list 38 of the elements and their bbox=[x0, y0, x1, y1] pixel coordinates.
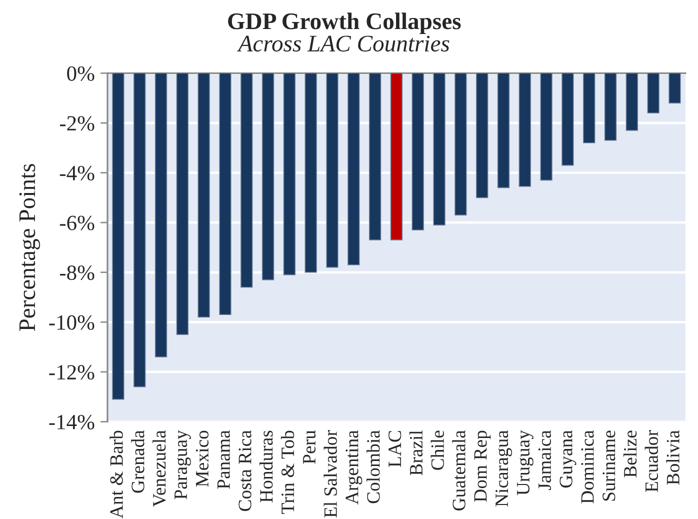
x-tick-label: Bolivia bbox=[666, 430, 680, 485]
x-tick-label: El Salvador bbox=[324, 430, 337, 518]
y-tick-label: -12% bbox=[49, 365, 94, 380]
x-tick-label: Venezuela bbox=[152, 430, 166, 507]
chart-subtitle: Across LAC Countries bbox=[237, 36, 450, 52]
x-tick-label: Peru bbox=[303, 430, 316, 464]
y-tick-label: -8% bbox=[60, 265, 94, 280]
y-tick-label: -4% bbox=[60, 166, 94, 181]
x-tick-label: Paraguay bbox=[174, 430, 191, 500]
chart-title: GDP Growth Collapses bbox=[228, 12, 461, 34]
x-tick-label: Uruguay bbox=[517, 430, 534, 496]
x-tick-label: Costa Rica bbox=[238, 430, 252, 512]
y-axis-title: Percentage Points bbox=[19, 164, 40, 332]
y-tick-label: -10% bbox=[49, 315, 94, 330]
x-tick-label: Ant & Barb bbox=[110, 430, 123, 518]
x-tick-label: Mexico bbox=[196, 430, 209, 487]
x-tick-label: Brazil bbox=[409, 430, 423, 476]
x-tick-label: Colombia bbox=[366, 430, 380, 504]
y-tick-label: -2% bbox=[60, 116, 94, 131]
y-tick-label: 0% bbox=[67, 66, 94, 81]
x-tick-label: Argentina bbox=[346, 430, 362, 504]
y-tick-label: -6% bbox=[60, 216, 94, 230]
x-tick-label: Suriname bbox=[602, 430, 616, 501]
y-tick-label: -14% bbox=[49, 414, 94, 430]
x-tick-label: Belize bbox=[623, 430, 637, 478]
x-tick-label: Honduras bbox=[260, 430, 273, 502]
x-tick-label: Guatemala bbox=[452, 430, 466, 510]
x-tick-label: Dominica bbox=[581, 430, 594, 504]
x-tick-label: Dom Rep bbox=[474, 430, 491, 502]
x-tick-label: Ecuador bbox=[644, 430, 658, 492]
x-tick-label: Trin & Tob bbox=[280, 430, 294, 514]
x-tick-label: Nicaragua bbox=[496, 430, 512, 507]
x-tick-label: Panama bbox=[217, 430, 230, 489]
x-tick-label: LAC bbox=[388, 431, 402, 467]
x-tick-label: Chile bbox=[430, 430, 444, 470]
x-tick-label: Jamaica bbox=[538, 430, 551, 490]
x-tick-label: Guyana bbox=[560, 430, 576, 488]
x-tick-label: Grenada bbox=[131, 430, 144, 493]
